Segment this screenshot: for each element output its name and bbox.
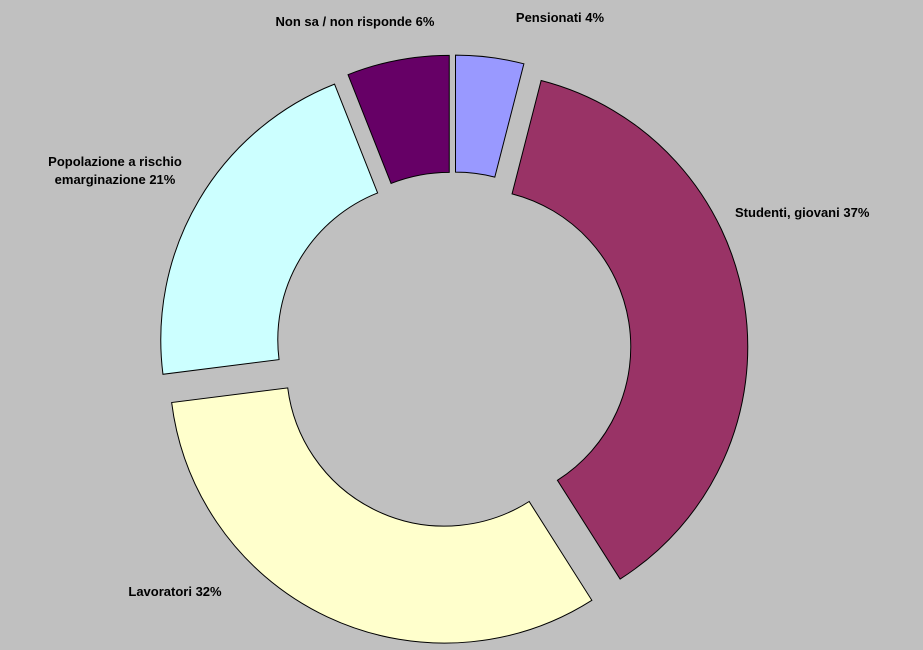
donut-segment [511, 79, 749, 580]
data-label: Popolazione a rischio emarginazione 21% [10, 153, 220, 189]
donut-segment [455, 54, 525, 178]
value-label: 21% [149, 172, 176, 187]
category-label: Lavoratori [128, 584, 192, 599]
donut-segment [347, 54, 450, 185]
donut-segment [160, 83, 379, 375]
value-label: 6% [415, 14, 435, 29]
category-label: Popolazione a rischio emarginazione [48, 154, 182, 187]
data-label: Studenti, giovani 37% [735, 204, 923, 222]
data-label: Pensionati 4% [500, 9, 620, 27]
category-label: Studenti, giovani [735, 205, 840, 220]
category-label: Non sa / non risponde [275, 14, 413, 29]
value-label: 4% [585, 10, 605, 25]
value-label: 37% [843, 205, 870, 220]
category-label: Pensionati [515, 10, 582, 25]
data-label: Non sa / non risponde 6% [235, 13, 475, 31]
donut-segment [171, 387, 593, 644]
value-label: 32% [195, 584, 222, 599]
data-label: Lavoratori 32% [100, 583, 250, 601]
